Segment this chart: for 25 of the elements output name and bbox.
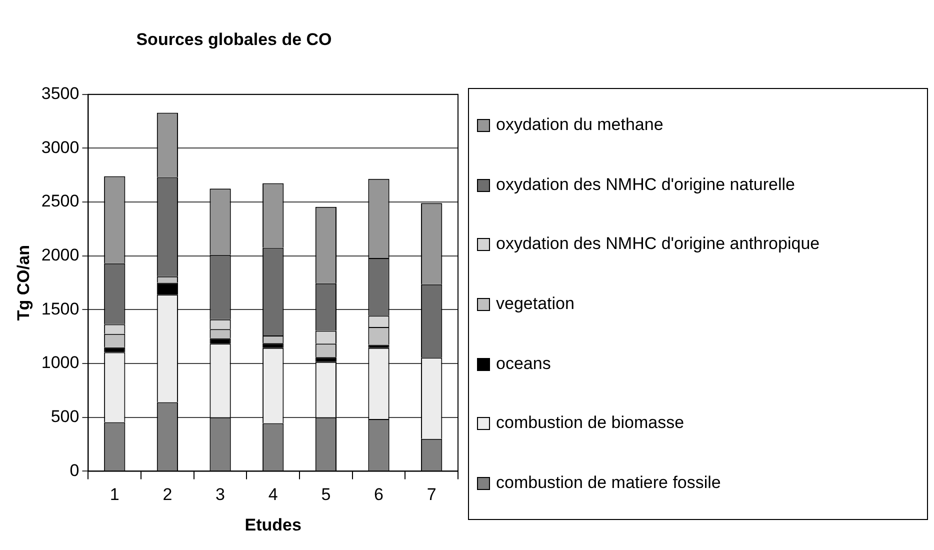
y-tick-label: 500 xyxy=(50,407,80,426)
x-tick-label: 6 xyxy=(374,485,384,504)
y-tick-label: 1000 xyxy=(41,353,80,372)
x-tick-label: 4 xyxy=(268,485,278,504)
y-tick-label: 1500 xyxy=(41,299,80,318)
legend-label: oxydation du methane xyxy=(496,114,664,135)
legend-label: combustion de matiere fossile xyxy=(496,473,721,494)
x-tick-label: 2 xyxy=(162,485,172,504)
x-tick-label: 1 xyxy=(110,485,120,504)
x-tick-label: 7 xyxy=(426,485,436,504)
legend-label: combustion de biomasse xyxy=(496,413,684,434)
legend-label: oceans xyxy=(496,354,551,374)
chart-title: Sources globales de CO xyxy=(136,30,332,49)
y-tick-label: 2500 xyxy=(41,192,80,211)
legend-label: oxydation des NMHC d'origine naturelle xyxy=(496,174,796,195)
legend-label: vegetation xyxy=(496,294,574,314)
legend-label: oxydation des NMHC d'origine anthropique xyxy=(496,234,820,254)
y-tick-label: 2000 xyxy=(41,246,80,265)
y-axis-title: Tg CO/an xyxy=(14,245,33,321)
y-tick-label: 3000 xyxy=(41,138,80,157)
x-tick-label: 3 xyxy=(216,485,226,504)
y-tick-label: 0 xyxy=(70,460,80,480)
x-axis-title: Etudes xyxy=(244,515,302,534)
x-tick-label: 5 xyxy=(321,485,331,504)
y-tick-label: 3500 xyxy=(41,84,80,104)
